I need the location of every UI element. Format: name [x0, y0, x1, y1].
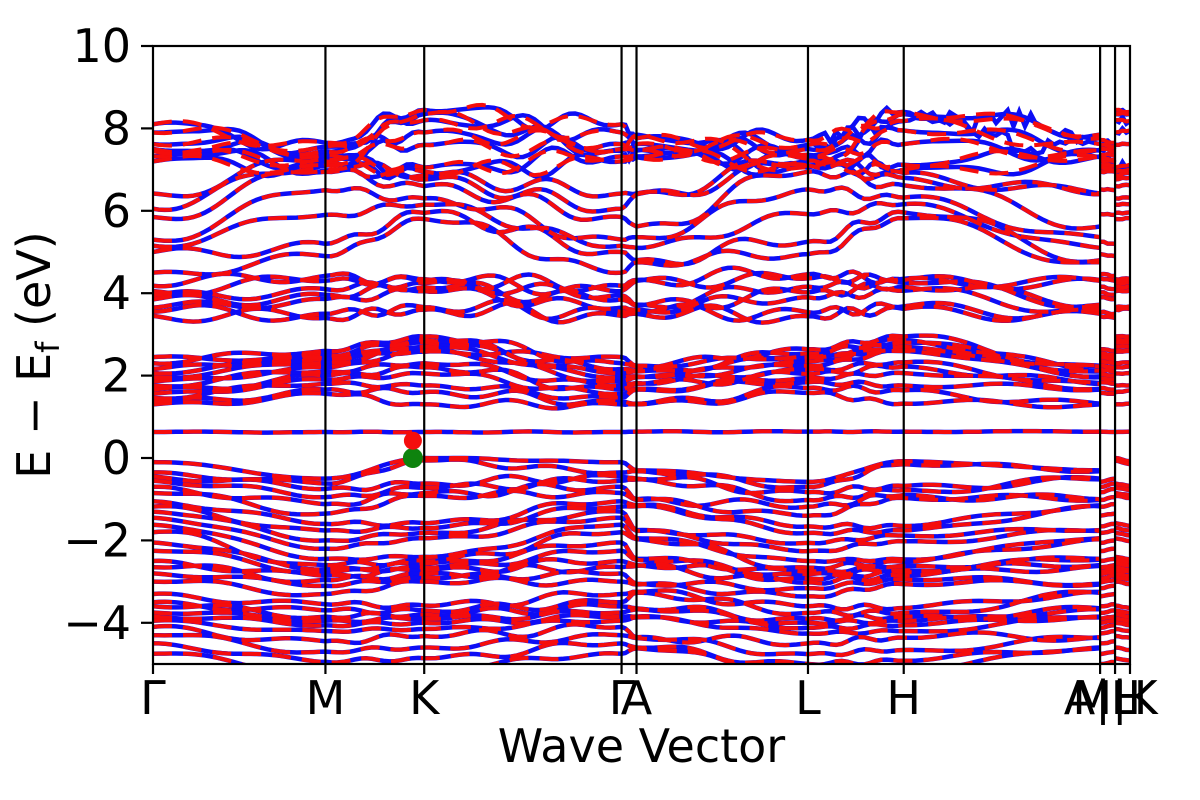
x-tick-label: Γ [609, 671, 635, 725]
x-tick-label: H [886, 671, 921, 725]
y-tick-label: 2 [102, 349, 131, 403]
band-line-red [153, 109, 1130, 175]
band-line-red [153, 215, 1130, 277]
band-line-red [153, 113, 1130, 155]
band-line-red [153, 529, 1130, 571]
x-axis-title: Wave Vector [498, 719, 786, 773]
band-line-red [153, 429, 1130, 435]
band-line-red [153, 370, 1130, 396]
band-line-red [153, 201, 1130, 250]
band-line-red [153, 481, 1130, 510]
plot-frame [151, 44, 1132, 666]
band-line-red [153, 575, 1130, 599]
x-tick-label: M|K [1072, 671, 1159, 726]
band-line-red [153, 126, 1130, 159]
band-line-red [153, 208, 1130, 267]
band-line-red [153, 265, 1130, 294]
y-tick-label: 10 [72, 19, 131, 73]
band-line-red [153, 499, 1130, 531]
x-tick-label: A|L [1064, 671, 1137, 726]
band-line-red [153, 509, 1130, 546]
x-tick-label: L [795, 671, 821, 725]
band-line-red [153, 337, 1130, 373]
band-line-red [153, 379, 1130, 401]
band-line-red [153, 475, 1130, 504]
band-line-red [153, 588, 1130, 612]
band-line-red [153, 607, 1130, 626]
y-tick-label: 0 [102, 431, 131, 485]
band-line-red [153, 569, 1130, 593]
y-axis-title: E − Ef (eV) [7, 231, 67, 478]
band-line-red [153, 646, 1101, 664]
band-line-red [153, 363, 1130, 392]
band-line-red [153, 488, 1130, 518]
vbm-marker [402, 448, 423, 468]
band-line-red [153, 557, 1130, 582]
y-tick-label: −2 [63, 513, 131, 567]
band-line-red [153, 522, 1130, 564]
band-line-red [153, 278, 1130, 310]
y-tick-label: 8 [102, 101, 131, 155]
band-line-red [153, 185, 1130, 243]
x-tick-label: A [621, 671, 653, 725]
band-line-red [153, 589, 1130, 618]
x-tick-label: K [409, 671, 441, 725]
band-line-red [153, 298, 1130, 323]
x-tick-label: H [1113, 671, 1148, 725]
band-line-red [153, 622, 1130, 648]
cbm-marker [403, 431, 422, 450]
band-line-red [153, 455, 1130, 484]
band-line-blue [153, 285, 1130, 315]
x-tick-label: M [306, 671, 346, 725]
x-tick-label: Γ [140, 671, 166, 725]
band-line-red [153, 333, 1130, 370]
y-tick-label: 4 [102, 266, 131, 320]
band-line-red [153, 146, 1130, 176]
y-tick-label: 6 [102, 184, 131, 238]
band-line-red [153, 562, 1130, 586]
band-line-red [153, 515, 1130, 554]
bands-layer [153, 102, 1130, 664]
band-line-red [153, 348, 1130, 369]
band-line-red [153, 612, 1130, 631]
band-line-red [153, 286, 1130, 315]
band-line-red [153, 383, 1130, 407]
band-line-red [153, 614, 1130, 636]
band-line-red [153, 503, 1130, 537]
band-line-red [153, 457, 1130, 490]
band-line-red [153, 632, 1130, 658]
band-line-red [153, 602, 1130, 623]
band-line-red [153, 540, 1130, 575]
y-tick-label: −4 [63, 596, 131, 650]
band-line-red [153, 359, 1130, 389]
